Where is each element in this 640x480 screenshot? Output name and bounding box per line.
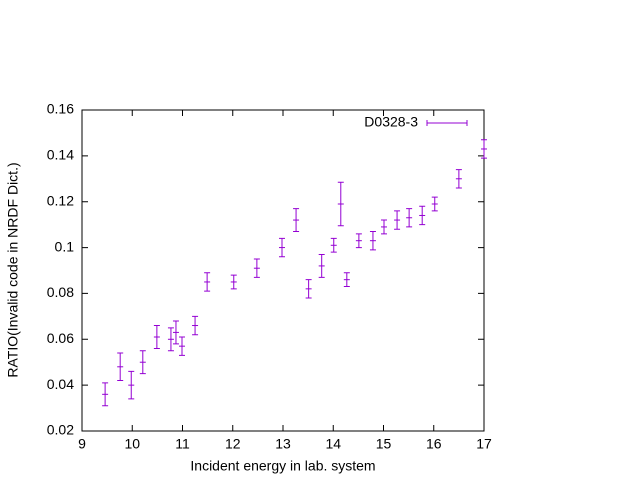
y-tick-label: 0.02 <box>47 422 74 438</box>
x-tick-label: 14 <box>325 436 341 452</box>
x-tick-label: 12 <box>225 436 241 452</box>
y-tick-label: 0.06 <box>47 330 74 346</box>
y-tick-label: 0.08 <box>47 284 74 300</box>
x-tick-label: 15 <box>376 436 392 452</box>
y-axis-label: RATIO(Invalid code in NRDF Dict.) <box>5 162 21 377</box>
x-tick-label: 17 <box>476 436 492 452</box>
y-tick-label: 0.14 <box>47 147 74 163</box>
x-tick-label: 11 <box>175 436 190 452</box>
y-tick-label: 0.16 <box>47 101 74 117</box>
y-tick-label: 0.12 <box>47 192 74 208</box>
x-tick-label: 10 <box>124 436 140 452</box>
x-tick-label: 9 <box>78 436 86 452</box>
x-tick-label: 16 <box>426 436 442 452</box>
x-tick-label: 13 <box>275 436 291 452</box>
x-axis-label: Incident energy in lab. system <box>190 458 375 474</box>
y-tick-label: 0.1 <box>55 238 75 254</box>
y-tick-label: 0.04 <box>47 376 74 392</box>
legend-sample <box>426 120 468 126</box>
plot-frame <box>81 109 485 432</box>
legend-label: D0328-3 <box>364 114 418 130</box>
